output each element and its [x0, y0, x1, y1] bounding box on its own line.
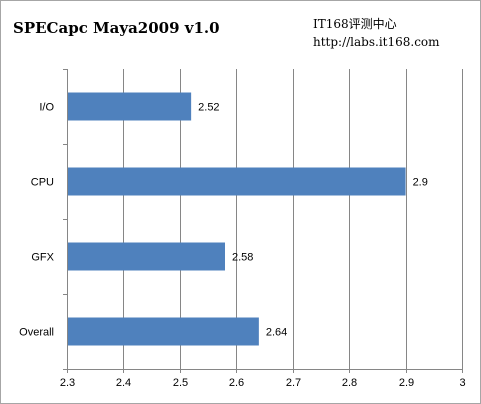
watermark-line-1: IT168评测中心: [313, 17, 397, 31]
category-label: I/O: [39, 102, 54, 114]
x-tick-label: 2.9: [399, 377, 414, 389]
category-label: CPU: [31, 177, 54, 189]
x-tick-label: 2.4: [116, 377, 131, 389]
x-tick-label: 2.8: [342, 377, 357, 389]
x-tick-label: 2.7: [286, 377, 301, 389]
bar-i-o: [68, 92, 192, 121]
category-label: GFX: [31, 252, 54, 264]
bar-gfx: [68, 242, 225, 271]
data-label: 2.64: [266, 327, 287, 339]
x-tick-label: 3: [459, 377, 465, 389]
x-tick-label: 2.5: [173, 377, 188, 389]
chart-title: SPECapc Maya2009 v1.0: [13, 19, 220, 37]
data-label: 2.9: [413, 177, 428, 189]
bar-overall: [68, 317, 259, 346]
category-label: Overall: [19, 327, 54, 339]
watermark-line-2: http://labs.it168.com: [313, 35, 440, 49]
x-tick-label: 2.3: [60, 377, 75, 389]
x-tick-label: 2.6: [229, 377, 244, 389]
bar-cpu: [68, 167, 406, 196]
data-label: 2.58: [232, 252, 253, 264]
data-label: 2.52: [198, 102, 219, 114]
